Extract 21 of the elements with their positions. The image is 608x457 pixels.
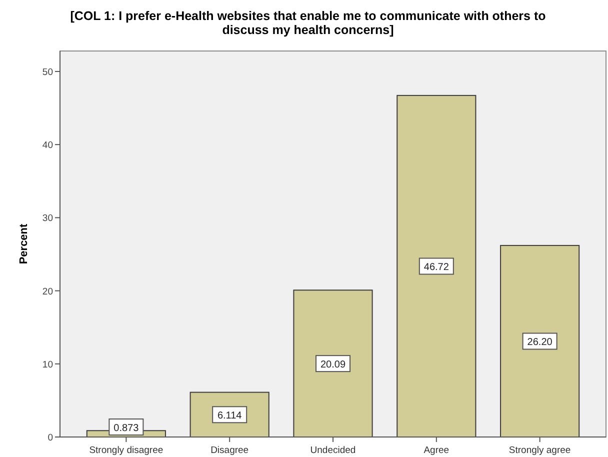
y-tick-label: 10 (42, 359, 53, 370)
y-tick-label: 40 (42, 140, 53, 152)
chart-title: [COL 1: I prefer e-Health websites that enable me to communicate with others to discuss my health concerns] (70, 9, 546, 37)
x-tick-label: Strongly agree (508, 445, 571, 456)
data-label: 26.20 (527, 337, 553, 348)
data-label: 0.873 (114, 423, 140, 434)
x-tick-label: Disagree (210, 445, 249, 456)
data-label: 20.09 (320, 360, 346, 371)
data-label: 46.72 (424, 262, 450, 274)
y-tick-label: 50 (42, 66, 53, 78)
x-tick-label: Agree (424, 445, 450, 456)
y-axis-title: Percent (18, 223, 30, 264)
bar (396, 94, 476, 438)
y-tick-label: 30 (42, 213, 53, 224)
bar (293, 290, 373, 438)
y-tick-label: 0 (48, 432, 53, 444)
data-label: 6.114 (217, 410, 242, 422)
bar (500, 244, 580, 438)
y-tick-label: 20 (42, 286, 53, 298)
x-tick-label: Strongly disagree (89, 445, 164, 456)
x-tick-label: Undecided (310, 445, 356, 456)
